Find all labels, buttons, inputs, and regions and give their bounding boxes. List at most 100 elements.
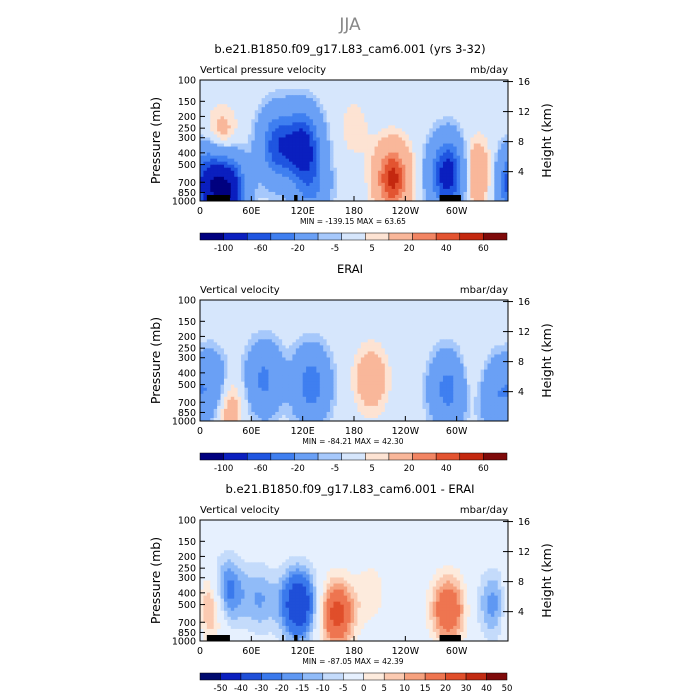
field-cell — [473, 152, 478, 157]
field-cell — [200, 315, 204, 319]
field-cell — [251, 321, 256, 325]
field-cell — [292, 92, 297, 96]
field-cell — [446, 306, 451, 310]
field-cell — [265, 327, 269, 331]
field-cell — [210, 92, 215, 96]
field-cell — [364, 101, 369, 105]
field-cell — [360, 318, 365, 322]
field-cell — [347, 194, 351, 199]
field-cell — [494, 197, 499, 201]
field-cell — [220, 95, 225, 99]
field-cell — [429, 185, 434, 190]
field-cell — [360, 188, 365, 193]
field-cell — [497, 321, 502, 325]
field-cell — [354, 158, 358, 163]
field-cell — [367, 125, 372, 129]
field-cell — [292, 101, 297, 105]
field-cell — [244, 185, 249, 190]
field-cell — [425, 173, 430, 178]
field-cell — [347, 107, 351, 111]
field-cell — [330, 134, 334, 138]
field-cell — [206, 312, 211, 316]
field-cell — [436, 306, 440, 310]
field-cell — [449, 137, 454, 141]
field-cell — [412, 122, 416, 126]
field-cell — [288, 143, 293, 147]
field-cell — [227, 140, 232, 144]
field-cell — [371, 312, 375, 316]
field-cell — [473, 321, 478, 325]
field-cell — [381, 113, 386, 117]
field-cell — [350, 300, 355, 304]
field-cell — [299, 194, 304, 199]
field-cell — [271, 137, 276, 141]
field-cell — [364, 318, 369, 322]
field-cell — [261, 128, 266, 132]
field-cell — [306, 107, 310, 111]
field-cell — [254, 327, 259, 331]
field-cell — [261, 152, 266, 157]
field-cell — [456, 95, 461, 99]
field-cell — [415, 300, 420, 304]
field-cell — [401, 161, 406, 166]
field-cell — [449, 167, 454, 172]
field-cell — [460, 339, 464, 343]
field-cell — [217, 179, 221, 184]
field-cell — [292, 309, 297, 313]
field-cell — [501, 327, 505, 331]
field-cell — [309, 330, 314, 334]
field-cell — [319, 125, 324, 129]
field-cell — [230, 110, 235, 114]
field-cell — [350, 197, 355, 201]
field-cell — [442, 83, 447, 87]
field-cell — [408, 92, 413, 96]
field-cell — [265, 149, 269, 153]
field-cell — [460, 98, 464, 102]
field-cell — [405, 158, 410, 163]
field-cell — [343, 194, 348, 199]
field-cell — [336, 336, 341, 340]
field-cell — [419, 312, 423, 316]
field-cell — [278, 83, 283, 87]
field-cell — [306, 89, 310, 93]
field-cell — [401, 98, 406, 102]
field-cell — [237, 80, 242, 84]
field-cell — [200, 128, 204, 132]
field-cell — [254, 173, 259, 178]
field-cell — [501, 336, 505, 340]
field-cell — [261, 318, 266, 322]
field-cell — [254, 143, 259, 147]
field-cell — [278, 330, 283, 334]
field-cell — [422, 185, 427, 190]
field-cell — [210, 339, 215, 343]
field-cell — [299, 312, 304, 316]
field-cell — [456, 101, 461, 105]
field-cell — [388, 182, 393, 187]
field-cell — [449, 134, 454, 138]
field-cell — [377, 185, 382, 190]
field-cell — [357, 104, 362, 108]
field-cell — [364, 131, 369, 135]
field-cell — [391, 336, 396, 340]
field-cell — [408, 113, 413, 117]
field-cell — [261, 188, 266, 193]
field-cell — [470, 303, 475, 307]
field-cell — [299, 143, 304, 147]
field-cell — [477, 83, 482, 87]
field-cell — [330, 83, 334, 87]
field-cell — [306, 101, 310, 105]
field-cell — [490, 330, 495, 334]
field-cell — [227, 306, 232, 310]
field-cell — [203, 155, 208, 160]
field-cell — [391, 128, 396, 132]
field-cell — [285, 158, 290, 163]
field-cell — [288, 107, 293, 111]
field-cell — [429, 110, 434, 114]
field-cell — [388, 167, 393, 172]
field-cell — [408, 312, 413, 316]
field-cell — [456, 149, 461, 153]
field-cell — [343, 86, 348, 90]
field-cell — [439, 164, 444, 169]
field-cell — [200, 339, 204, 343]
field-cell — [312, 182, 317, 187]
